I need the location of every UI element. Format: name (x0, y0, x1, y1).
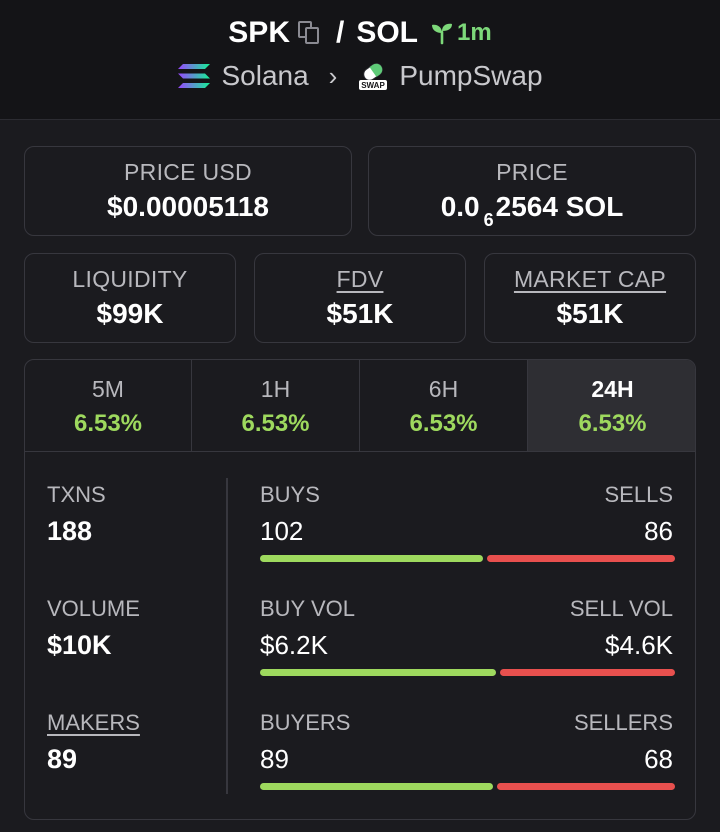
liquidity-card: LIQUIDITY $99K (24, 253, 236, 343)
pumpswap-badge-text: SWAP (362, 81, 386, 90)
price-native-prefix: 0.0 (440, 191, 480, 222)
liquidity-label: LIQUIDITY (72, 266, 188, 292)
price-native-zero-count: 6 (483, 210, 494, 230)
txns-label: TXNS (47, 482, 106, 507)
buys-bar (260, 555, 483, 562)
tab-1h[interactable]: 1H 6.53% (192, 360, 360, 452)
dex-link[interactable]: PumpSwap (399, 60, 543, 91)
fdv-label[interactable]: FDV (336, 266, 384, 292)
buys-value: 102 (260, 516, 304, 546)
price-usd-card: PRICE USD $0.00005118 (24, 146, 352, 236)
tab-24h-label: 24H (591, 376, 634, 402)
sellers-label: SELLERS (573, 710, 673, 735)
pair-header: SPK / SOL 1m Solana › (0, 0, 720, 120)
sprout-icon (432, 23, 452, 45)
fdv-card: FDV $51K (254, 253, 466, 343)
price-usd-value: $0.00005118 (107, 191, 269, 222)
makers-label[interactable]: MAKERS (47, 710, 140, 735)
price-native-digits: 2564 (495, 191, 558, 222)
sellers-bar (497, 783, 675, 790)
tab-1h-change: 6.53% (241, 410, 310, 437)
market-cap-value: $51K (556, 298, 624, 329)
tab-5m-label: 5M (92, 376, 124, 402)
tab-5m-change: 6.53% (73, 410, 143, 437)
fdv-value: $51K (326, 298, 394, 329)
chevron-right-icon: › (328, 60, 338, 91)
buyers-value: 89 (260, 744, 289, 774)
buy-vol-label: BUY VOL (260, 596, 355, 621)
sellers-value: 68 (644, 744, 673, 774)
buys-label: BUYS (260, 482, 320, 507)
volume-label: VOLUME (47, 596, 140, 621)
tab-5m[interactable]: 5M 6.53% (25, 360, 192, 452)
copy-icon[interactable] (297, 21, 320, 45)
sells-value: 86 (644, 516, 673, 546)
pumpswap-icon: SWAP (359, 63, 388, 90)
price-native-label: PRICE (496, 159, 568, 185)
buy-vol-value: $6.2K (260, 630, 328, 660)
tab-24h-change: 6.53% (578, 410, 647, 437)
sell-vol-value: $4.6K (605, 630, 673, 660)
price-native-card: PRICE 0.0 62564 SOL (368, 146, 696, 236)
buy-vol-bar (260, 669, 496, 676)
buyers-bar (260, 783, 493, 790)
solana-icon (178, 64, 211, 88)
price-native-unit: SOL (565, 191, 624, 222)
breadcrumb: Solana › SWAP PumpSwap (0, 60, 720, 92)
stats-panel: 5M 6.53% 1H 6.53% 6H 6.53% 24H 6.53% TXN… (24, 359, 696, 820)
txns-value: 188 (47, 516, 93, 546)
market-cap-label[interactable]: MARKET CAP (513, 266, 667, 292)
pair-age: 1m (430, 19, 492, 47)
tab-6h[interactable]: 6H 6.53% (360, 360, 528, 452)
volume-value: $10K (47, 630, 112, 660)
price-native-value: 0.0 62564 SOL (369, 191, 695, 230)
stats-divider (226, 478, 228, 794)
pair-separator: / (335, 16, 345, 49)
sell-vol-label: SELL VOL (569, 596, 673, 621)
token-symbol: SPK (228, 16, 290, 49)
market-cap-card: MARKET CAP $51K (484, 253, 696, 343)
tab-1h-label: 1H (260, 376, 291, 402)
chain-link[interactable]: Solana (221, 60, 309, 91)
quote-symbol: SOL (356, 16, 418, 49)
pair-title: SPK / SOL 1m (0, 16, 720, 50)
sells-label: SELLS (604, 482, 674, 507)
sells-bar (487, 555, 675, 562)
pair-age-value: 1m (457, 19, 492, 46)
price-usd-label: PRICE USD (124, 159, 252, 185)
buyers-label: BUYERS (260, 710, 351, 735)
tab-24h[interactable]: 24H 6.53% (528, 360, 695, 452)
sell-vol-bar (500, 669, 675, 676)
tab-6h-label: 6H (428, 376, 459, 402)
tab-6h-change: 6.53% (409, 410, 478, 437)
liquidity-value: $99K (96, 298, 164, 329)
makers-value: 89 (47, 744, 78, 774)
